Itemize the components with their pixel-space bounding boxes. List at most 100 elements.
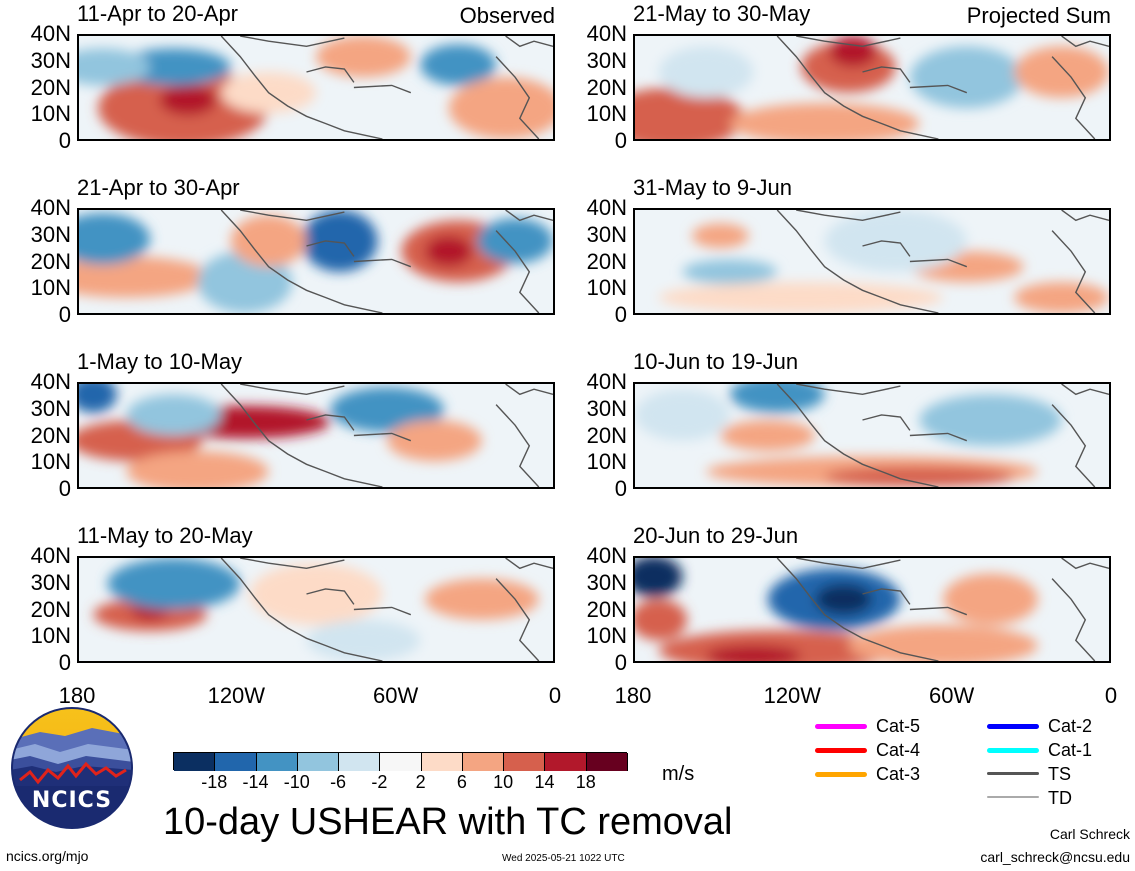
y-tick-label: 0 bbox=[58, 650, 71, 675]
y-tick-label: 10N bbox=[586, 275, 627, 301]
y-tick-label: 0 bbox=[58, 128, 71, 153]
colorbar bbox=[173, 752, 628, 771]
y-tick-label: 20N bbox=[30, 248, 71, 274]
y-tick-label: 30N bbox=[586, 569, 627, 595]
y-tick-label: 0 bbox=[614, 302, 627, 327]
y-tick-label: 0 bbox=[58, 476, 71, 501]
panel-title: 11-May to 20-May bbox=[77, 523, 253, 548]
colorbar-tick-label: -2 bbox=[371, 772, 388, 792]
x-tick-label: 120W bbox=[207, 683, 266, 708]
colorbar-tick-label: -10 bbox=[283, 772, 310, 792]
colorbar-tick-label: 10 bbox=[493, 772, 514, 792]
y-tick-label: 40N bbox=[586, 543, 627, 568]
y-tick-label: 20N bbox=[586, 422, 627, 448]
colorbar-tick-label: 18 bbox=[575, 772, 596, 792]
shear-map bbox=[633, 382, 1111, 489]
x-tick-label: 180 bbox=[614, 683, 652, 708]
y-tick-label: 40N bbox=[30, 543, 71, 568]
y-tick-label: 20N bbox=[30, 422, 71, 448]
x-tick-label: 60W bbox=[929, 683, 975, 708]
panel-title: 31-May to 9-Jun bbox=[633, 175, 792, 200]
y-tick-label: 30N bbox=[30, 221, 71, 247]
colorbar-swatch bbox=[215, 753, 257, 771]
footer-url: ncics.org/mjo bbox=[6, 848, 89, 864]
legend-label: Cat-1 bbox=[1048, 740, 1093, 760]
y-tick-label: 10N bbox=[30, 623, 71, 649]
logo-text: NCICS bbox=[31, 788, 113, 813]
legend-line bbox=[987, 724, 1039, 729]
y-tick-label: 20N bbox=[586, 74, 627, 100]
legend-line bbox=[987, 772, 1039, 775]
x-tick-label: 0 bbox=[548, 683, 562, 708]
y-tick-label: 10N bbox=[586, 623, 627, 649]
colorbar-swatch bbox=[545, 753, 587, 771]
y-tick-label: 10N bbox=[30, 275, 71, 301]
colorbar-tick-label: -18 bbox=[201, 772, 228, 792]
panel-title: 10-Jun to 19-Jun bbox=[633, 349, 799, 374]
colorbar-tick-label: -14 bbox=[242, 772, 269, 792]
y-tick-label: 20N bbox=[30, 596, 71, 622]
legend-line bbox=[815, 772, 867, 777]
ncics-logo: NCICS bbox=[10, 706, 134, 830]
y-tick-label: 20N bbox=[586, 248, 627, 274]
legend-label: Cat-5 bbox=[876, 716, 921, 736]
x-tick-label: 180 bbox=[58, 683, 96, 708]
colorbar-swatch bbox=[421, 753, 463, 771]
footer-author: Carl Schreck bbox=[1049, 826, 1130, 842]
colorbar-unit: m/s bbox=[662, 763, 695, 785]
colorbar-tick-label: 2 bbox=[415, 772, 426, 792]
y-tick-label: 30N bbox=[586, 395, 627, 421]
y-tick-label: 10N bbox=[586, 449, 627, 475]
y-tick-label: 20N bbox=[586, 596, 627, 622]
colorbar-swatch bbox=[339, 753, 381, 771]
colorbar-tick-label: 14 bbox=[534, 772, 555, 792]
shear-map bbox=[77, 34, 555, 141]
x-tick-label: 0 bbox=[1104, 683, 1118, 708]
y-tick-label: 40N bbox=[30, 369, 71, 394]
y-tick-label: 30N bbox=[30, 395, 71, 421]
y-tick-label: 20N bbox=[30, 74, 71, 100]
panel-title: 21-May to 30-May bbox=[633, 1, 811, 26]
shear-map bbox=[77, 382, 555, 489]
colorbar-swatch bbox=[380, 753, 422, 771]
y-tick-label: 0 bbox=[614, 650, 627, 675]
y-tick-label: 10N bbox=[30, 449, 71, 475]
legend-label: TS bbox=[1048, 764, 1072, 784]
y-tick-label: 30N bbox=[30, 569, 71, 595]
panel-tag: Projected Sum bbox=[966, 3, 1111, 28]
panel-title: 20-Jun to 29-Jun bbox=[633, 523, 799, 548]
y-tick-label: 40N bbox=[586, 195, 627, 220]
legend-line bbox=[987, 796, 1039, 798]
y-tick-label: 40N bbox=[30, 195, 71, 220]
legend-line bbox=[815, 748, 867, 753]
colorbar-tick-label: -6 bbox=[330, 772, 347, 792]
x-tick-label: 60W bbox=[373, 683, 419, 708]
panel-tag: Observed bbox=[459, 3, 555, 28]
shear-map bbox=[633, 34, 1111, 141]
y-tick-label: 40N bbox=[586, 21, 627, 46]
y-tick-label: 40N bbox=[30, 21, 71, 46]
y-tick-label: 0 bbox=[58, 302, 71, 327]
shear-map bbox=[633, 208, 1111, 315]
panel-title: 11-Apr to 20-Apr bbox=[77, 1, 239, 26]
main-title: 10-day USHEAR with TC removal bbox=[163, 801, 733, 843]
footer-email: carl_schreck@ncsu.edu bbox=[980, 849, 1130, 865]
y-tick-label: 40N bbox=[586, 369, 627, 394]
colorbar-tick-label: 6 bbox=[456, 772, 467, 792]
y-tick-label: 10N bbox=[586, 101, 627, 127]
legend-label: Cat-3 bbox=[876, 764, 921, 784]
y-tick-label: 0 bbox=[614, 128, 627, 153]
panel-title: 1-May to 10-May bbox=[77, 349, 243, 374]
colorbar-swatch bbox=[256, 753, 298, 771]
colorbar-swatch bbox=[586, 753, 628, 771]
colorbar-swatch bbox=[462, 753, 505, 771]
colorbar-swatch bbox=[174, 753, 216, 771]
legend-line bbox=[815, 724, 867, 729]
y-tick-label: 0 bbox=[614, 476, 627, 501]
legend-label: Cat-2 bbox=[1048, 716, 1093, 736]
legend-line bbox=[987, 748, 1039, 753]
legend-label: Cat-4 bbox=[876, 740, 921, 760]
shear-map bbox=[633, 556, 1111, 663]
y-tick-label: 30N bbox=[30, 47, 71, 73]
footer-timestamp: Wed 2025-05-21 1022 UTC bbox=[502, 853, 625, 864]
